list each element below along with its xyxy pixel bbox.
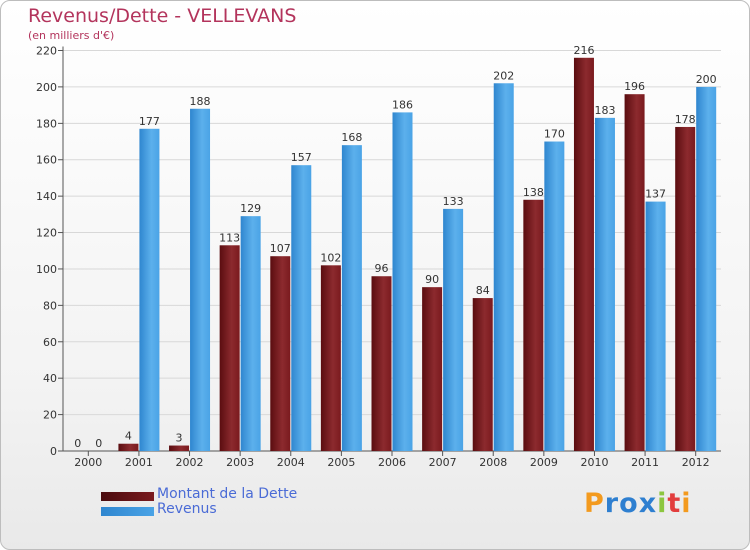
logo-letter: P	[584, 488, 605, 519]
x-tick-label: 2007	[429, 456, 457, 469]
y-tick-label: 160	[36, 154, 57, 167]
bar-revenus	[594, 117, 615, 452]
logo-letter: i	[681, 488, 692, 519]
x-tick-label: 2008	[479, 456, 507, 469]
x-tick-label: 2012	[682, 456, 710, 469]
data-label-dette: 0	[74, 437, 81, 450]
chart-subtitle: (en milliers d'€)	[28, 29, 115, 42]
y-tick-label: 180	[36, 117, 57, 130]
bar-dette	[371, 276, 392, 451]
bar-dette	[624, 94, 645, 451]
bar-dette	[219, 245, 240, 451]
bar-revenus	[139, 128, 160, 451]
x-tick-label: 2009	[530, 456, 558, 469]
y-tick-label: 20	[43, 409, 57, 422]
x-tick-label: 2005	[327, 456, 355, 469]
x-tick-label: 2003	[226, 456, 254, 469]
y-tick-label: 40	[43, 372, 57, 385]
logo-letter: x	[638, 488, 658, 519]
bar-dette	[573, 57, 594, 451]
data-label-revenus: 168	[341, 131, 362, 144]
bar-revenus	[645, 201, 666, 451]
y-tick-label: 120	[36, 227, 57, 240]
data-label-revenus: 177	[139, 115, 160, 128]
bar-revenus	[544, 141, 565, 452]
data-label-revenus: 183	[594, 104, 615, 117]
data-label-dette: 4	[125, 430, 132, 443]
bar-dette	[320, 265, 341, 451]
logo-letter: i	[657, 488, 668, 519]
data-label-dette: 84	[476, 284, 490, 297]
logo-letter: t	[667, 488, 682, 519]
data-label-dette: 138	[523, 186, 544, 199]
x-tick-label: 2006	[378, 456, 406, 469]
data-label-revenus: 170	[544, 128, 565, 141]
bar-revenus	[392, 112, 413, 452]
bar-revenus	[240, 216, 261, 451]
data-label-dette: 107	[270, 242, 291, 255]
data-label-dette: 216	[573, 44, 594, 57]
data-label-dette: 178	[675, 113, 696, 126]
data-label-revenus: 133	[443, 195, 464, 208]
legend-label-revenus: Revenus	[157, 501, 217, 517]
bar-revenus	[696, 86, 717, 451]
data-label-dette: 3	[176, 432, 183, 445]
data-label-dette: 96	[375, 262, 389, 275]
bar-dette	[169, 445, 190, 451]
data-label-dette: 102	[320, 251, 341, 264]
bar-dette	[472, 298, 493, 451]
y-tick-label: 140	[36, 190, 57, 203]
data-label-revenus: 0	[95, 437, 102, 450]
y-tick-label: 60	[43, 336, 57, 349]
chart-title: Revenus/Dette - VELLEVANS	[28, 5, 297, 27]
x-tick-label: 2004	[277, 456, 305, 469]
bar-dette	[422, 287, 443, 451]
bar-dette	[523, 199, 544, 451]
bar-revenus	[291, 165, 312, 451]
data-label-revenus: 188	[190, 95, 211, 108]
data-label-revenus: 129	[240, 202, 261, 215]
legend-label-dette: Montant de la Dette	[157, 486, 298, 502]
bar-revenus	[493, 83, 514, 451]
logo-letter: r	[604, 488, 620, 519]
y-tick-label: 100	[36, 263, 57, 276]
x-tick-label: 2002	[176, 456, 204, 469]
y-tick-label: 0	[50, 445, 57, 458]
legend-swatch-dette	[101, 492, 154, 501]
x-tick-label: 2001	[125, 456, 153, 469]
bar-revenus	[190, 108, 211, 451]
data-label-revenus: 157	[291, 151, 312, 164]
bar-dette	[118, 443, 139, 451]
data-label-revenus: 202	[493, 69, 514, 82]
x-tick-label: 2010	[580, 456, 608, 469]
bar-revenus	[341, 145, 362, 451]
bar-revenus	[443, 208, 464, 451]
y-tick-label: 220	[36, 45, 57, 58]
x-tick-label: 2011	[631, 456, 659, 469]
legend-swatch-revenus	[101, 507, 154, 516]
data-label-dette: 90	[425, 273, 439, 286]
x-tick-label: 2000	[74, 456, 102, 469]
bar-dette	[675, 126, 696, 451]
data-label-revenus: 137	[645, 188, 666, 201]
proxiti-logo: Proxiti	[584, 488, 692, 519]
data-label-dette: 196	[624, 80, 645, 93]
data-label-revenus: 186	[392, 98, 413, 111]
data-label-dette: 113	[219, 231, 240, 244]
y-tick-label: 80	[43, 299, 57, 312]
data-label-revenus: 200	[696, 73, 717, 86]
logo-letter: o	[619, 488, 639, 519]
bar-dette	[270, 256, 291, 451]
y-tick-label: 200	[36, 81, 57, 94]
